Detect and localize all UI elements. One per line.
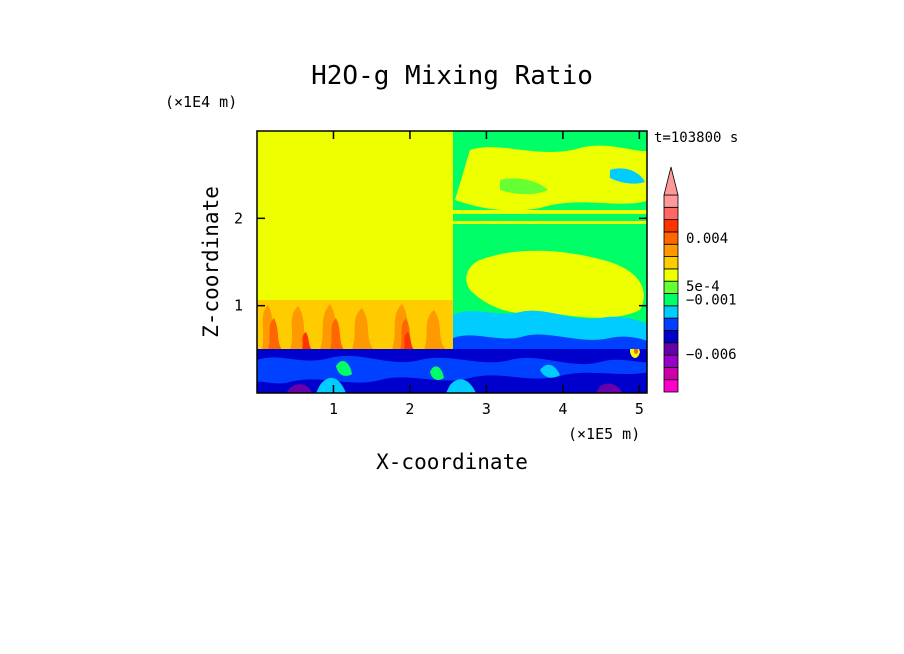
colorbar: [663, 166, 679, 393]
colorbar-swatch: [663, 280, 679, 294]
chart-title: H2O-g Mixing Ratio: [311, 61, 593, 91]
x-tick-label: 2: [405, 400, 414, 418]
field-left-plumes: [257, 300, 453, 350]
x-axis: 1 2 3 4 5: [329, 131, 644, 418]
x-tick-label: 5: [635, 400, 644, 418]
y-tick-label: 2: [234, 209, 243, 227]
y-axis-title: Z-coordinate: [199, 186, 223, 338]
x-tick-label: 1: [329, 400, 338, 418]
colorbar-swatch: [663, 243, 679, 257]
colorbar-swatch: [663, 219, 679, 233]
y-axis: 12: [234, 209, 647, 315]
colorbar-extend-arrow: [663, 166, 679, 196]
time-label: t=103800 s: [654, 130, 738, 146]
plot-area: [257, 131, 647, 393]
y-tick-label: 1: [234, 297, 243, 315]
field-surface-layer: [257, 349, 647, 393]
colorbar-swatch: [663, 293, 679, 307]
x-unit-label: (×1E5 m): [568, 425, 640, 443]
colorbar-label: 5e-4: [686, 279, 720, 295]
colorbar-label: 0.004: [686, 231, 728, 247]
colorbar-swatch: [663, 194, 679, 208]
colorbar-swatch: [663, 330, 679, 344]
colorbar-swatch: [663, 342, 679, 356]
colorbar-label: −0.001: [686, 293, 737, 309]
x-tick-label: 3: [482, 400, 491, 418]
colorbar-swatch: [663, 206, 679, 221]
colorbar-swatch: [663, 231, 679, 245]
colorbar-labels: 0.004 5e-4−0.001 −0.006: [686, 231, 737, 363]
colorbar-swatch: [663, 268, 679, 282]
colorbar-swatch: [663, 256, 679, 270]
colorbar-swatch: [663, 305, 679, 319]
x-axis-title: X-coordinate: [376, 450, 528, 474]
plot-frame: [256, 130, 648, 394]
colorbar-swatch: [663, 354, 679, 368]
y-unit-label: (×1E4 m): [165, 93, 237, 111]
colorbar-swatch: [663, 317, 679, 331]
x-tick-label: 4: [558, 400, 567, 418]
colorbar-label: −0.006: [686, 347, 737, 363]
field-upper-right: [453, 131, 647, 350]
colorbar-swatch: [663, 379, 679, 393]
colorbar-swatch: [663, 366, 679, 381]
